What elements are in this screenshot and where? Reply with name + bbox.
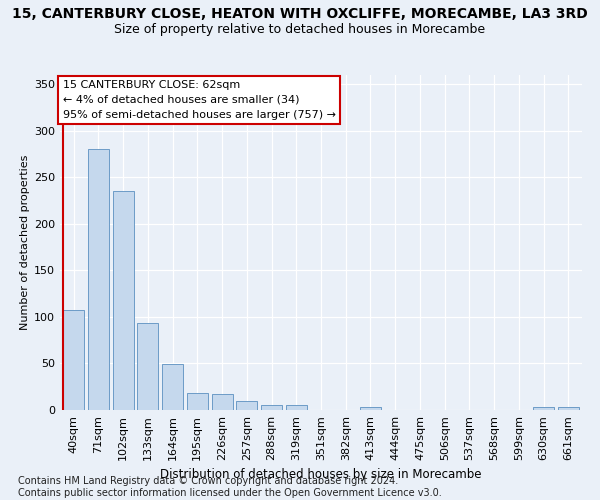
X-axis label: Distribution of detached houses by size in Morecambe: Distribution of detached houses by size … <box>160 468 482 481</box>
Bar <box>88 150 109 410</box>
Bar <box>360 407 381 410</box>
Bar <box>63 310 84 410</box>
Text: Contains HM Land Registry data © Crown copyright and database right 2024.
Contai: Contains HM Land Registry data © Crown c… <box>18 476 442 498</box>
Bar <box>286 406 307 410</box>
Bar <box>137 324 158 410</box>
Bar <box>236 400 257 410</box>
Bar <box>113 192 134 410</box>
Bar <box>533 407 554 410</box>
Text: 15, CANTERBURY CLOSE, HEATON WITH OXCLIFFE, MORECAMBE, LA3 3RD: 15, CANTERBURY CLOSE, HEATON WITH OXCLIF… <box>12 8 588 22</box>
Bar <box>187 393 208 410</box>
Y-axis label: Number of detached properties: Number of detached properties <box>20 155 30 330</box>
Text: Size of property relative to detached houses in Morecambe: Size of property relative to detached ho… <box>115 22 485 36</box>
Text: 15 CANTERBURY CLOSE: 62sqm
← 4% of detached houses are smaller (34)
95% of semi-: 15 CANTERBURY CLOSE: 62sqm ← 4% of detac… <box>62 80 335 120</box>
Bar <box>261 406 282 410</box>
Bar <box>212 394 233 410</box>
Bar <box>162 364 183 410</box>
Bar <box>558 407 579 410</box>
